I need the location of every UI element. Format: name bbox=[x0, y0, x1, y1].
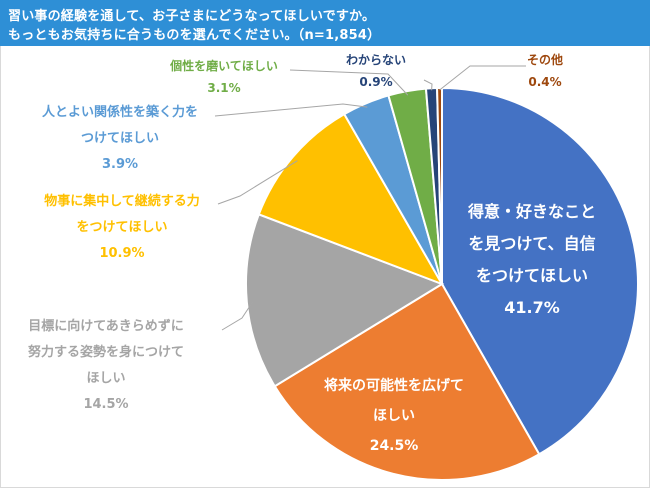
slice-category-label-6: 個性を磨いてほしい bbox=[169, 58, 278, 73]
slice-value-label-7: 0.9% bbox=[359, 75, 392, 89]
slice-value-label-8: 0.4% bbox=[528, 75, 561, 89]
slice-category-label-4: をつけてほしい bbox=[76, 220, 167, 235]
slice-category-label-5: つけてほしい bbox=[81, 131, 159, 146]
slice-category-label-8: その他 bbox=[527, 52, 563, 67]
slice-category-label-5: 人とよい関係性を築く力を bbox=[42, 104, 198, 120]
leader-line-6 bbox=[289, 69, 409, 96]
leader-line-7 bbox=[423, 79, 433, 91]
leader-line-3 bbox=[221, 301, 254, 331]
leader-line-8 bbox=[439, 65, 526, 91]
pie-slice-3 bbox=[245, 213, 445, 388]
slice-value-label-3: 14.5% bbox=[83, 397, 128, 412]
leader-line-5 bbox=[214, 103, 368, 117]
leader-line-4 bbox=[217, 160, 298, 205]
slice-category-label-1: を見つけて、自信 bbox=[468, 234, 595, 253]
slice-category-label-2: 将来の可能性を広げて bbox=[324, 377, 464, 394]
pie-slice-4 bbox=[257, 112, 445, 286]
slice-value-label-4: 10.9% bbox=[99, 246, 144, 261]
slice-value-label-5: 3.9% bbox=[102, 157, 138, 172]
slice-category-label-4: 物事に集中して継続する力 bbox=[44, 193, 200, 209]
slice-value-label-6: 3.1% bbox=[207, 81, 240, 95]
slice-category-label-3: 目標に向けてあきらめずに bbox=[28, 318, 184, 334]
chart-header: 習い事の経験を通して、お子さまにどうなってほしいですか。 もっともお気持ちに合う… bbox=[0, 0, 650, 46]
slice-category-label-3: ほしい bbox=[86, 371, 125, 386]
slice-category-label-2: ほしい bbox=[373, 408, 415, 424]
slice-category-label-3: 努力する姿勢を身につけて bbox=[28, 344, 184, 360]
slice-value-label-2: 24.5% bbox=[370, 438, 419, 454]
slice-category-label-7: わからない bbox=[346, 53, 406, 67]
question-title-line-1: 習い事の経験を通して、お子さまにどうなってほしいですか。 bbox=[8, 9, 376, 24]
slice-value-label-1: 41.7% bbox=[504, 298, 560, 317]
pie-slice-1 bbox=[441, 86, 639, 456]
pie-slice-2 bbox=[273, 282, 541, 481]
question-title-line-2: もっともお気持ちに合うものを選んでください。（n=1,854） bbox=[8, 28, 381, 43]
slice-category-label-1: をつけてほしい bbox=[476, 266, 588, 285]
slice-category-label-1: 得意・好きなこと bbox=[467, 202, 596, 221]
